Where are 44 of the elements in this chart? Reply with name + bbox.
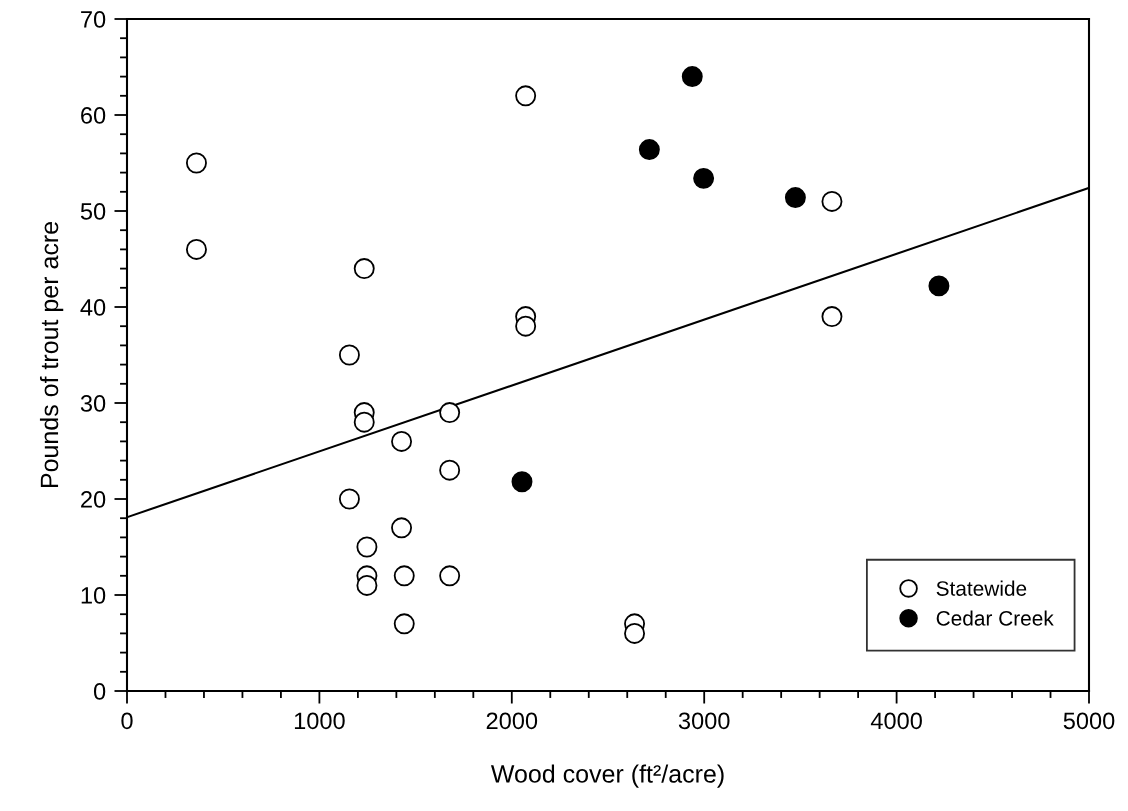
point — [515, 315, 537, 337]
point — [185, 152, 207, 174]
y-tick-label: 60 — [81, 107, 106, 124]
point — [515, 85, 537, 107]
y-tick-label: 0 — [93, 683, 106, 700]
point — [821, 190, 843, 212]
y-tick-label: 40 — [80, 299, 106, 316]
point — [693, 167, 715, 189]
x-tick-label: 3000 — [678, 712, 730, 730]
point — [821, 306, 843, 328]
point — [338, 344, 360, 366]
x-tick-label: 5000 — [1063, 712, 1115, 730]
point — [393, 565, 415, 587]
point — [439, 402, 461, 424]
point — [624, 622, 646, 644]
point — [928, 275, 950, 297]
y-tick-label: 10 — [81, 587, 106, 604]
point — [356, 536, 378, 558]
point — [353, 258, 375, 280]
point — [391, 430, 413, 452]
point — [391, 517, 413, 539]
point — [185, 238, 207, 260]
y-tick-label: 20 — [81, 491, 106, 508]
y-tick-label: 30 — [80, 395, 106, 412]
x-tick-label: 0 — [121, 712, 133, 730]
point — [356, 574, 378, 596]
x-tick-label: 2000 — [486, 712, 538, 730]
legend-label: Cedar Creek — [936, 610, 1054, 626]
point — [353, 411, 375, 433]
x-tick-label: 1000 — [294, 712, 345, 730]
point — [638, 139, 660, 161]
point — [439, 459, 461, 481]
y-tick-label: 70 — [81, 11, 106, 28]
legend-label: Statewide — [936, 580, 1027, 596]
y-tick-label: 50 — [80, 203, 106, 220]
point — [439, 565, 461, 587]
point — [681, 66, 703, 88]
x-tick-label: 4000 — [870, 712, 922, 730]
point — [784, 187, 806, 209]
x-axis-title: Wood cover (ft²/acre) — [490, 764, 724, 788]
point — [511, 471, 533, 493]
point — [393, 613, 415, 635]
y-axis-title: Pounds of trout per acre — [39, 221, 64, 488]
point — [338, 488, 360, 510]
